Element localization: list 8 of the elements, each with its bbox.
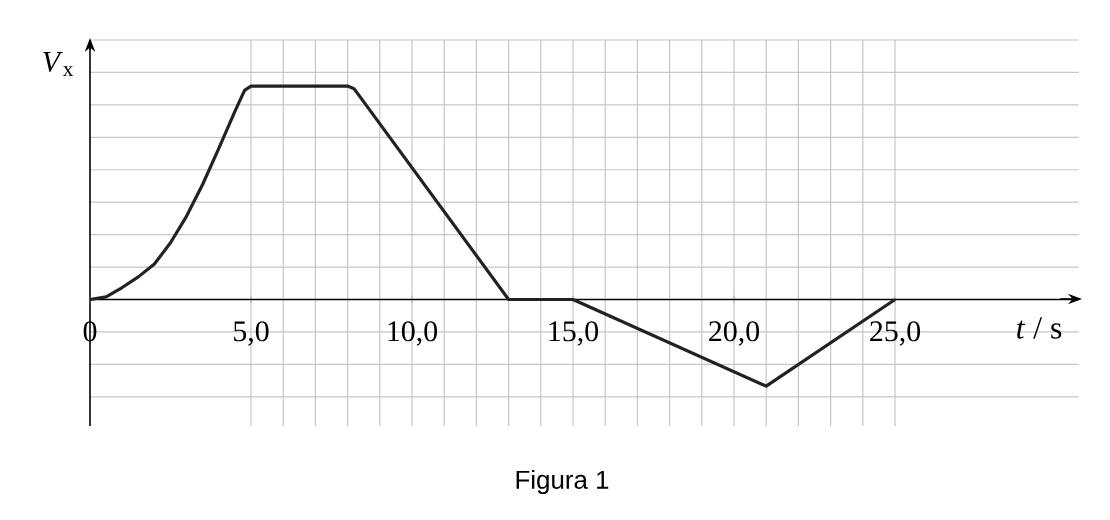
y-axis-title: V$_{x}$ [43,52,74,76]
x-tick-label: 15,0 [549,321,599,346]
x-tick-label: 5,0 [234,321,269,346]
x-tick-label: 10,0 [388,321,438,346]
x-tick-label: 20,0 [709,321,760,346]
x-tick-label: 25,0 [870,321,921,346]
text: Figura 1 [516,469,609,495]
x-axis-title: t / s [1017,317,1062,339]
